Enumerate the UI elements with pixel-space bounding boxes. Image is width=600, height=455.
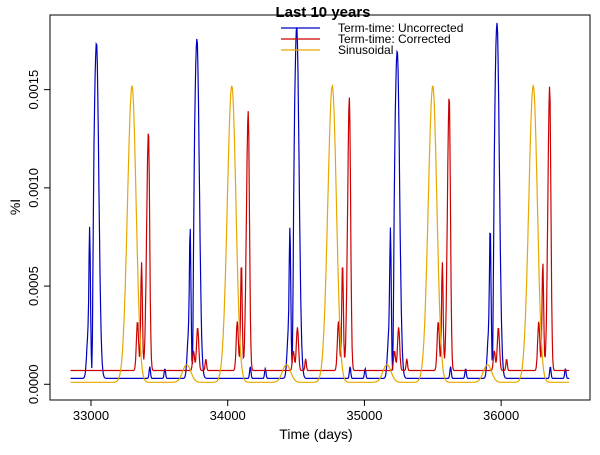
chart-title: Last 10 years (275, 4, 370, 21)
x-axis-label: Time (days) (279, 426, 352, 442)
x-tick-label: 33000 (73, 408, 109, 423)
x-tick-label: 36000 (483, 408, 519, 423)
x-tick-label: 35000 (346, 408, 382, 423)
x-tick-label: 34000 (210, 408, 246, 423)
y-tick-label: 0.0005 (26, 266, 41, 306)
y-tick-label: 0.0010 (26, 168, 41, 208)
legend-label: Sinusoidal (338, 43, 393, 57)
y-tick-label: 0.0000 (26, 364, 41, 404)
y-tick-label: 0.0015 (26, 70, 41, 110)
y-axis-label: %I (7, 199, 23, 215)
